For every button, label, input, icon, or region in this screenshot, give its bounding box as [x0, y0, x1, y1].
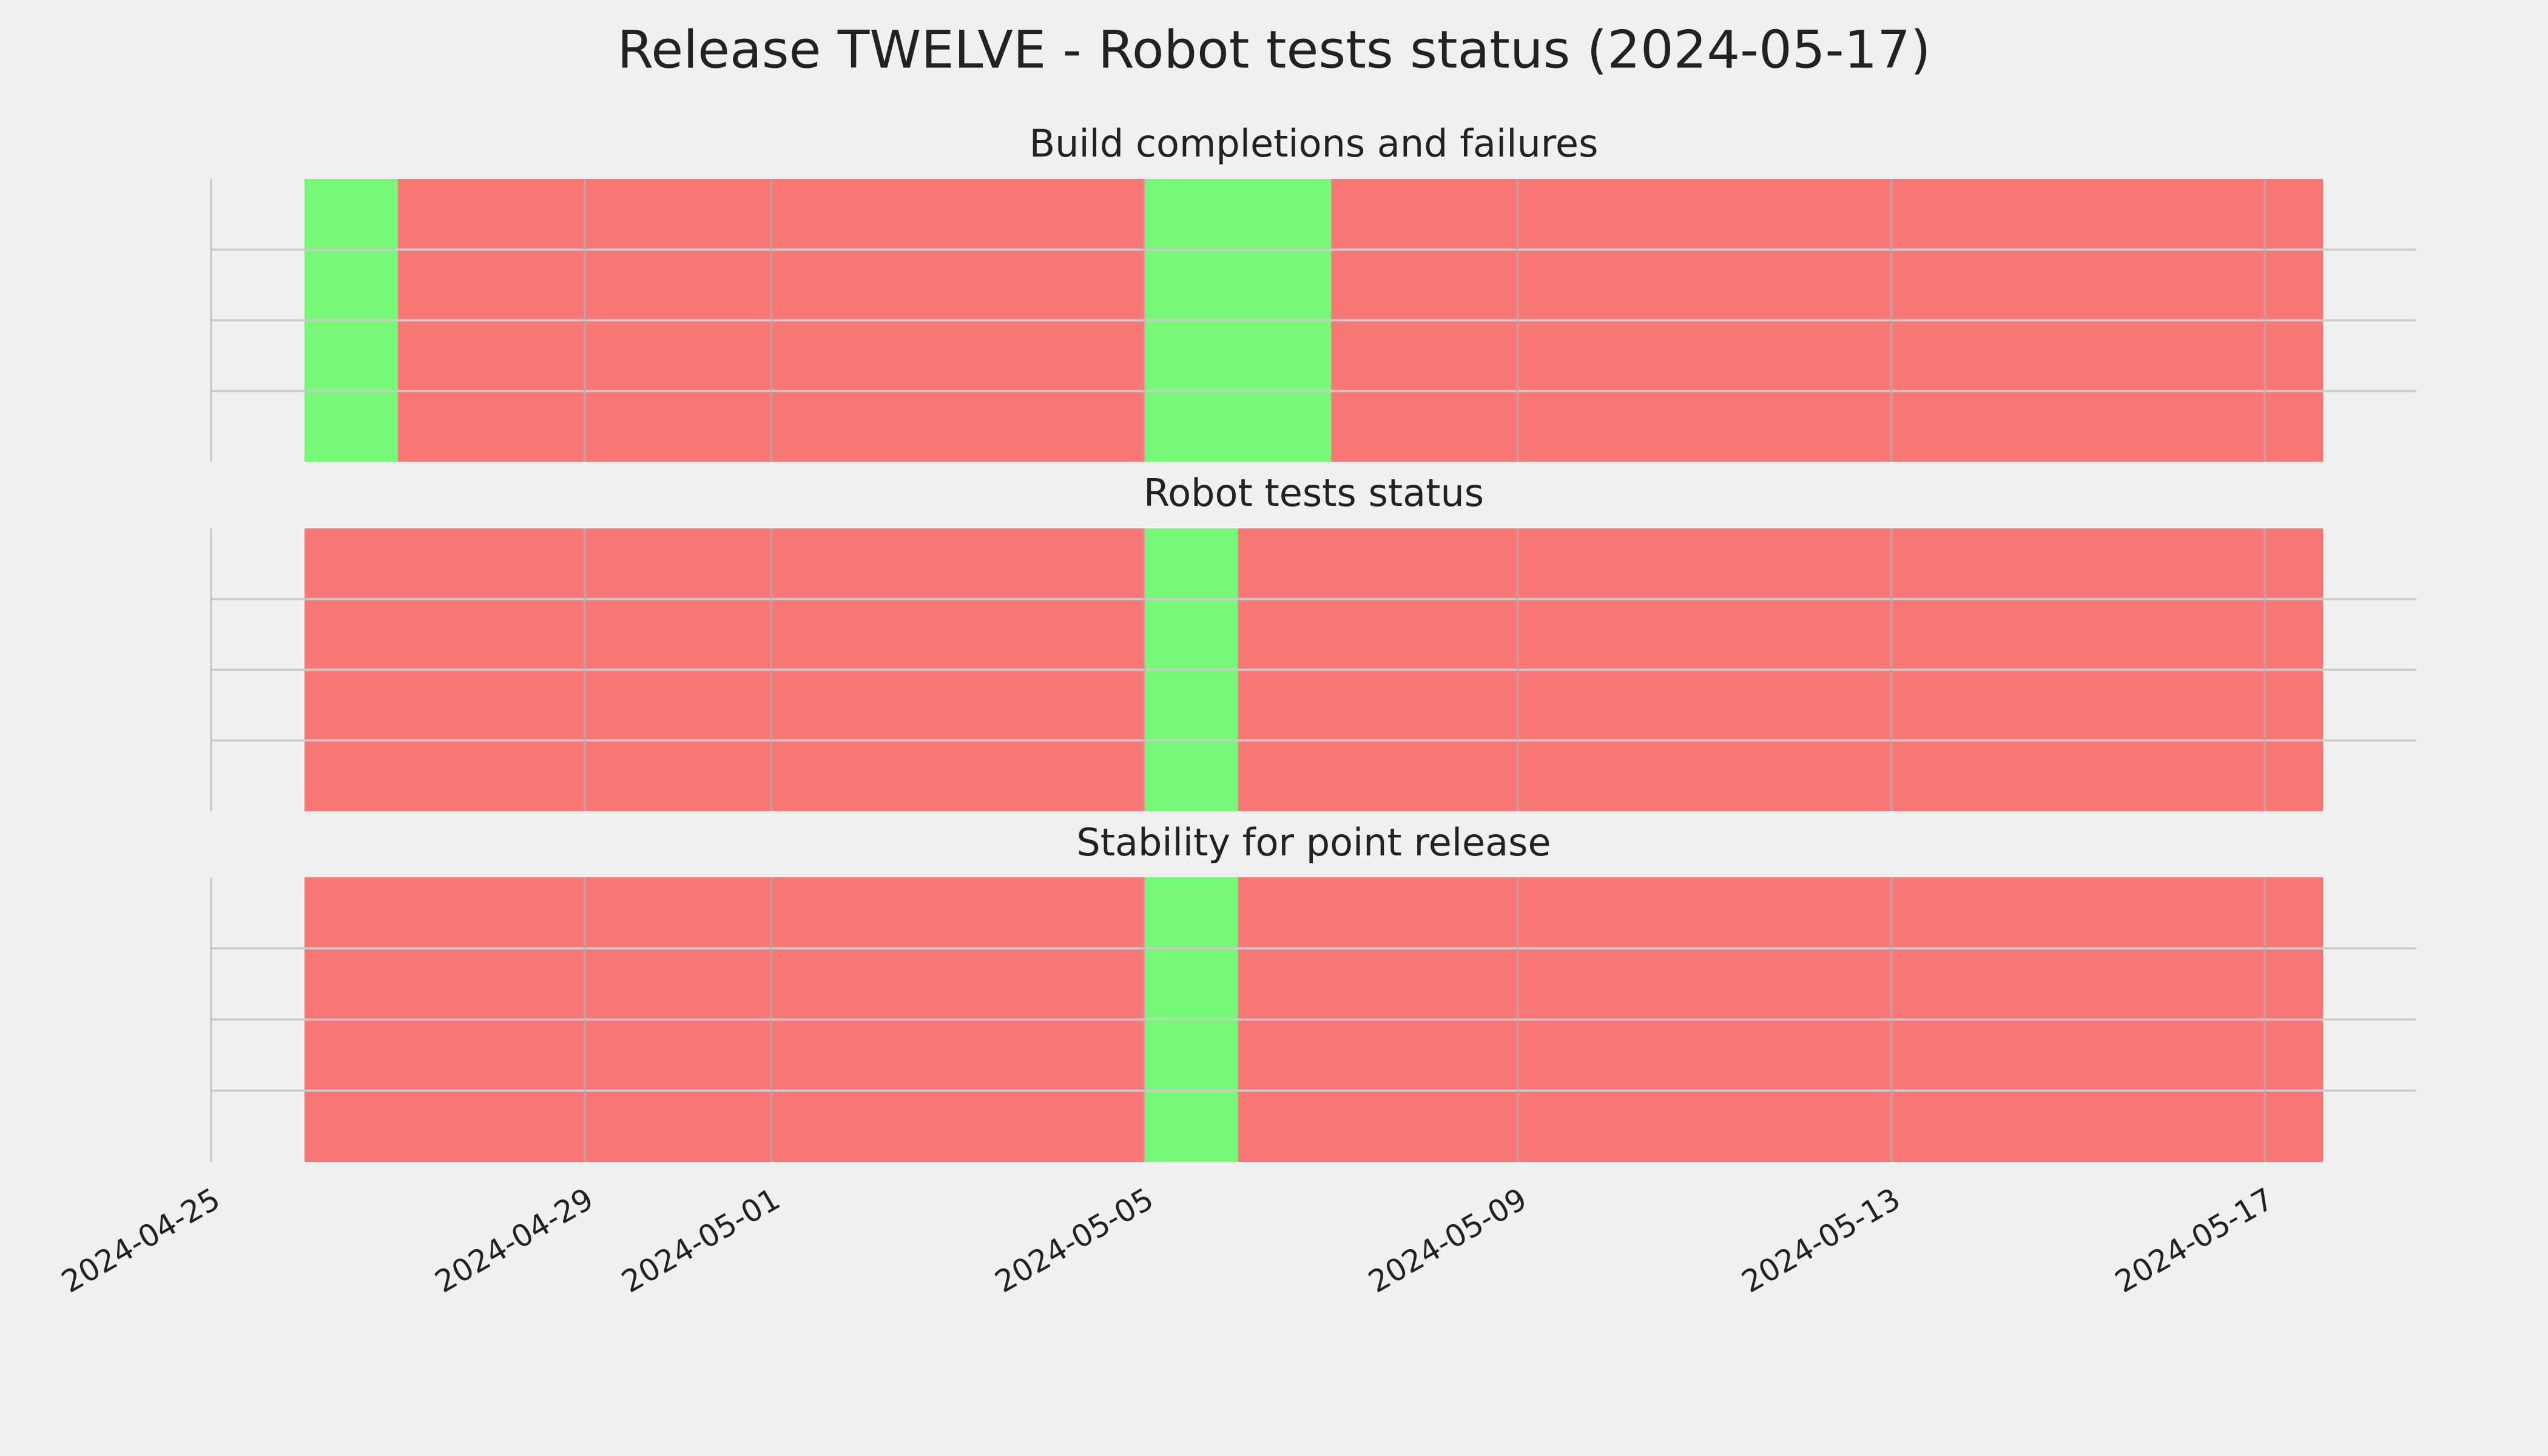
figure-title: Release TWELVE - Robot tests status (202… [617, 19, 1930, 80]
subplot-title: Stability for point release [1076, 820, 1551, 864]
subplot-title: Build completions and failures [1030, 121, 1599, 166]
subplot-title: Robot tests status [1144, 471, 1484, 515]
